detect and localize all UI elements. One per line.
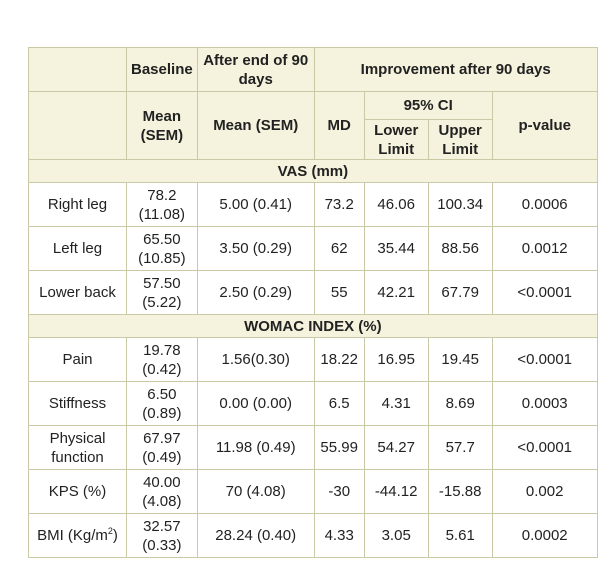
p-value: <0.0001 — [491, 270, 598, 315]
lower-value: 42.21 — [363, 270, 429, 315]
header-baseline: Baseline — [126, 47, 198, 92]
header-upper-limit: Upper Limit — [427, 119, 493, 160]
lower-value: 16.95 — [363, 337, 429, 382]
header-row-3: Lower Limit Upper Limit — [29, 119, 598, 160]
section-row-womac: WOMAC INDEX (%) — [28, 314, 598, 338]
section-title: WOMAC INDEX (%) — [28, 314, 598, 338]
after-value: 0.00 (0.00) — [196, 381, 315, 426]
baseline-value: 40.00 (4.08) — [126, 469, 198, 514]
p-value: 0.0002 — [491, 513, 598, 558]
lower-value: 54.27 — [363, 425, 429, 470]
upper-value: -15.88 — [427, 469, 493, 514]
lower-value: 35.44 — [363, 226, 429, 271]
lower-value: 4.31 — [363, 381, 429, 426]
lower-value: -44.12 — [363, 469, 429, 514]
baseline-value: 6.50 (0.89) — [126, 381, 198, 426]
after-value: 3.50 (0.29) — [196, 226, 315, 271]
header-improvement: Improvement after 90 days — [313, 47, 598, 92]
after-value: 2.50 (0.29) — [196, 270, 315, 315]
row-label: KPS (%) — [28, 469, 127, 514]
row-label: Pain — [28, 337, 127, 382]
section-title: VAS (mm) — [28, 159, 598, 183]
md-value: 18.22 — [313, 337, 365, 382]
row-label: Physical function — [28, 425, 127, 470]
baseline-value: 19.78 (0.42) — [126, 337, 198, 382]
header-blank-cell-2 — [28, 91, 127, 160]
p-value: <0.0001 — [491, 425, 598, 470]
p-value: 0.0006 — [491, 182, 598, 227]
header-ci: 95% CI — [363, 91, 493, 120]
md-value: 73.2 — [313, 182, 365, 227]
upper-value: 67.79 — [427, 270, 493, 315]
after-value: 5.00 (0.41) — [196, 182, 315, 227]
p-value: 0.0003 — [491, 381, 598, 426]
table-row: Physical function 67.97 (0.49) 11.98 (0.… — [28, 425, 598, 470]
upper-value: 88.56 — [427, 226, 493, 271]
table-row: Left leg 65.50 (10.85) 3.50 (0.29) 62 35… — [28, 226, 598, 271]
bmi-label-suffix: ) — [112, 527, 118, 544]
table-row: KPS (%) 40.00 (4.08) 70 (4.08) -30 -44.1… — [28, 469, 598, 514]
upper-value: 19.45 — [427, 337, 493, 382]
table-row: Right leg 78.2 (11.08) 5.00 (0.41) 73.2 … — [28, 182, 598, 227]
section-row-vas: VAS (mm) — [28, 159, 598, 183]
md-value: 4.33 — [313, 513, 365, 558]
after-value: 11.98 (0.49) — [196, 425, 315, 470]
header-mean-sem: Mean (SEM) — [126, 91, 198, 160]
bmi-label-superscript: 2 — [107, 526, 113, 536]
baseline-value: 65.50 (10.85) — [126, 226, 198, 271]
header-row-2: Mean (SEM) Mean (SEM) MD 95% CI p-value — [28, 91, 598, 160]
table-row: Lower back 57.50 (5.22) 2.50 (0.29) 55 4… — [28, 270, 598, 315]
header-md: MD — [313, 91, 365, 160]
header-pvalue: p-value — [491, 91, 598, 160]
table-row: Stiffness 6.50 (0.89) 0.00 (0.00) 6.5 4.… — [28, 381, 598, 426]
lower-value: 46.06 — [363, 182, 429, 227]
baseline-value: 32.57 (0.33) — [126, 513, 198, 558]
header-mean-sem-after: Mean (SEM) — [196, 91, 315, 160]
baseline-value: 67.97 (0.49) — [126, 425, 198, 470]
md-value: 62 — [313, 226, 365, 271]
header-after-end: After end of 90 days — [196, 47, 315, 92]
md-value: 55.99 — [313, 425, 365, 470]
row-label: Stiffness — [28, 381, 127, 426]
row-label: Left leg — [28, 226, 127, 271]
header-row-1: Baseline After end of 90 days Improvemen… — [28, 47, 598, 92]
md-value: 6.5 — [313, 381, 365, 426]
after-value: 28.24 (0.40) — [196, 513, 315, 558]
p-value: 0.002 — [491, 469, 598, 514]
row-label: Right leg — [28, 182, 127, 227]
header-lower-limit: Lower Limit — [363, 119, 429, 160]
table-row-bmi: BMI (Kg/m2) 32.57 (0.33) 28.24 (0.40) 4.… — [28, 513, 598, 558]
upper-value: 57.7 — [427, 425, 493, 470]
row-label: Lower back — [28, 270, 127, 315]
lower-value: 3.05 — [363, 513, 429, 558]
upper-value: 5.61 — [427, 513, 493, 558]
after-value: 70 (4.08) — [196, 469, 315, 514]
p-value: 0.0012 — [491, 226, 598, 271]
header-blank-cell — [28, 47, 127, 92]
bmi-label-prefix: BMI (Kg/m — [37, 527, 108, 544]
baseline-value: 78.2 (11.08) — [126, 182, 198, 227]
upper-value: 100.34 — [427, 182, 493, 227]
table-row: Pain 19.78 (0.42) 1.56(0.30) 18.22 16.95… — [28, 337, 598, 382]
md-value: -30 — [313, 469, 365, 514]
upper-value: 8.69 — [427, 381, 493, 426]
md-value: 55 — [313, 270, 365, 315]
p-value: <0.0001 — [491, 337, 598, 382]
after-value: 1.56(0.30) — [196, 337, 315, 382]
baseline-value: 57.50 (5.22) — [126, 270, 198, 315]
row-label: BMI (Kg/m2) — [28, 513, 127, 558]
results-table: Baseline After end of 90 days Improvemen… — [28, 47, 598, 558]
